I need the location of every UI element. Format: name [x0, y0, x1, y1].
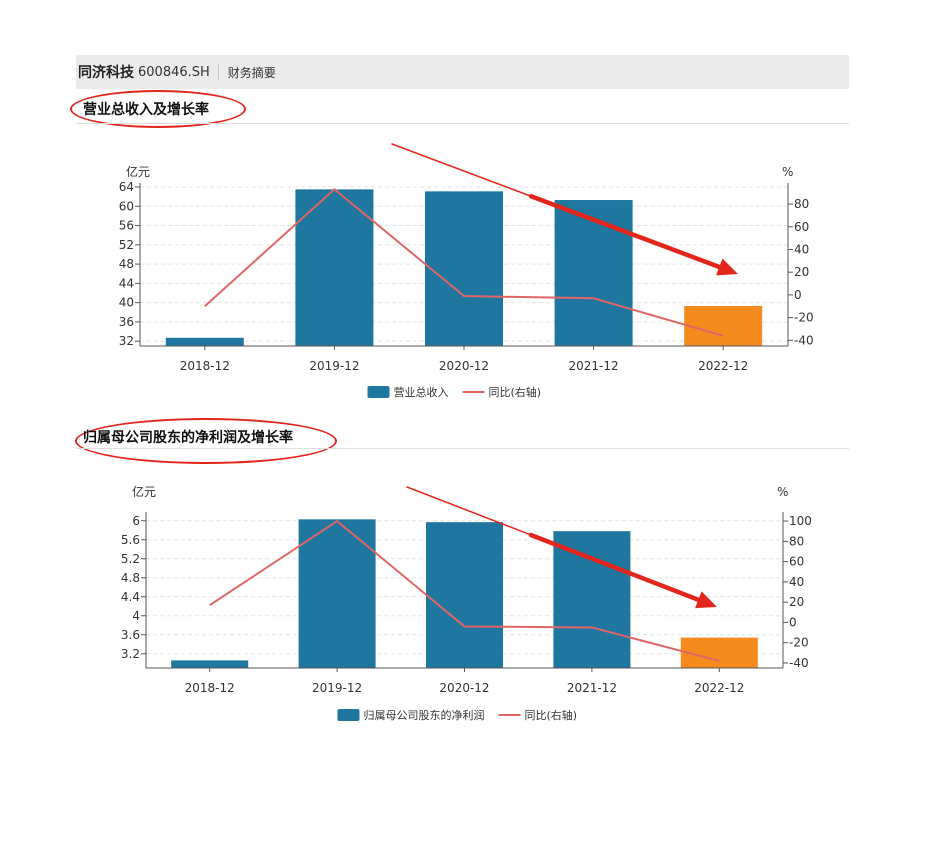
y-tick-label-left: 44: [119, 276, 134, 290]
y-axis-unit-left: 亿元: [132, 484, 156, 499]
net-profit-chart: 亿元 % 6 5.6 5.2 4.8 4.4 4 3.6 3.2 100 80 60 40 20 0 -20 -4…: [121, 484, 812, 722]
bar: [298, 519, 376, 668]
growth-line: [204, 187, 724, 337]
x-tick-label: 2021-12: [569, 359, 619, 373]
y-axis-unit-right: %: [777, 485, 788, 499]
y-tick-label-right: 100: [789, 514, 812, 528]
y-tick-label-right: -40: [789, 656, 809, 670]
annotation-arrow-shaft: [406, 486, 532, 536]
y-tick-label-left: 5.6: [121, 533, 140, 547]
y-tick-label-right: 0: [794, 288, 802, 302]
y-tick-label-left: 3.2: [121, 647, 140, 661]
y-tick-label-left: 64: [119, 180, 134, 194]
y-tick-label-left: 32: [119, 334, 134, 348]
y-tick-label-right: -20: [789, 636, 809, 650]
legend-label-line: 同比(右轴): [525, 708, 578, 722]
y-tick-label-left: 40: [119, 296, 134, 310]
annotation-circle-1: [70, 90, 246, 128]
annotation-arrow-head: [695, 591, 717, 609]
legend-swatch-bar: [367, 386, 390, 398]
x-tick-label: 2018-12: [185, 681, 235, 695]
annotation-arrow-head: [716, 258, 738, 276]
y-axis-unit-left: 亿元: [126, 164, 150, 179]
y-tick-label-left: 52: [119, 238, 134, 252]
x-tick-label: 2020-12: [439, 359, 489, 373]
legend-label-bar: 营业总收入: [394, 385, 449, 399]
bar: [553, 531, 631, 668]
legend-label-line: 同比(右轴): [489, 385, 542, 399]
y-tick-label-left: 4.4: [121, 590, 140, 604]
y-tick-label-right: 80: [794, 197, 809, 211]
y-tick-label-left: 6: [132, 514, 140, 528]
section-title-net-profit: 归属母公司股东的净利润及增长率: [83, 430, 293, 446]
section-divider-2: [76, 448, 849, 449]
y-tick-label-right: -40: [794, 333, 814, 347]
stock-code: 600846.SH: [138, 64, 210, 80]
x-tick-label: 2019-12: [312, 681, 362, 695]
x-tick-label: 2022-12: [694, 681, 744, 695]
annotation-arrow-shaft: [528, 193, 726, 271]
y-tick-label-left: 5.2: [121, 552, 140, 566]
annotation-arrow-shaft: [391, 143, 532, 197]
y-tick-label-left: 36: [119, 315, 134, 329]
annotation-arrow-shaft: [528, 532, 705, 604]
bar: [680, 637, 758, 668]
annotation-circle-2: [75, 418, 337, 464]
y-tick-label-left: 48: [119, 257, 134, 271]
stock-header-bar: 同济科技 600846.SH 财务摘要: [76, 55, 849, 89]
y-tick-label-left: 3.6: [121, 628, 140, 642]
annotation-arrow: [406, 486, 717, 609]
legend-label-bar: 归属母公司股东的净利润: [364, 708, 485, 722]
y-axis-unit-right: %: [782, 165, 793, 179]
x-tick-label: 2019-12: [309, 359, 359, 373]
x-tick-label: 2020-12: [439, 681, 489, 695]
y-tick-label-right: 40: [794, 242, 809, 256]
section-title-revenue: 营业总收入及增长率: [83, 102, 209, 118]
y-tick-label-right: 80: [789, 534, 804, 548]
growth-line: [209, 519, 720, 662]
header-divider: [217, 64, 219, 80]
y-tick-label-left: 4: [132, 609, 140, 623]
y-tick-label-right: 20: [789, 595, 804, 609]
bar: [554, 200, 633, 346]
company-name: 同济科技: [78, 65, 134, 81]
revenue-chart: 亿元 % 64 60 56 52 48 44 40 36 32 80 60 40 20 0 -20 -40 2018…: [119, 143, 814, 399]
x-tick-label: 2022-12: [698, 359, 748, 373]
y-tick-label-left: 60: [119, 199, 134, 213]
y-tick-label-right: -20: [794, 311, 814, 325]
bar: [165, 337, 244, 346]
bar: [295, 189, 374, 346]
legend-swatch-bar: [337, 709, 360, 721]
bar: [684, 306, 763, 346]
y-tick-label-right: 0: [789, 615, 797, 629]
x-tick-label: 2021-12: [567, 681, 617, 695]
y-tick-label-left: 56: [119, 219, 134, 233]
y-tick-label-right: 40: [789, 575, 804, 589]
bar: [426, 522, 503, 668]
y-tick-label-left: 4.8: [121, 571, 140, 585]
bar: [425, 191, 503, 346]
annotation-arrow: [391, 143, 738, 276]
section-divider-1: [76, 123, 849, 124]
bar: [171, 660, 249, 668]
y-tick-label-right: 20: [794, 265, 809, 279]
tab-financial-summary[interactable]: 财务摘要: [227, 65, 276, 80]
x-tick-label: 2018-12: [180, 359, 230, 373]
y-tick-label-right: 60: [789, 555, 804, 569]
y-tick-label-right: 60: [794, 220, 809, 234]
